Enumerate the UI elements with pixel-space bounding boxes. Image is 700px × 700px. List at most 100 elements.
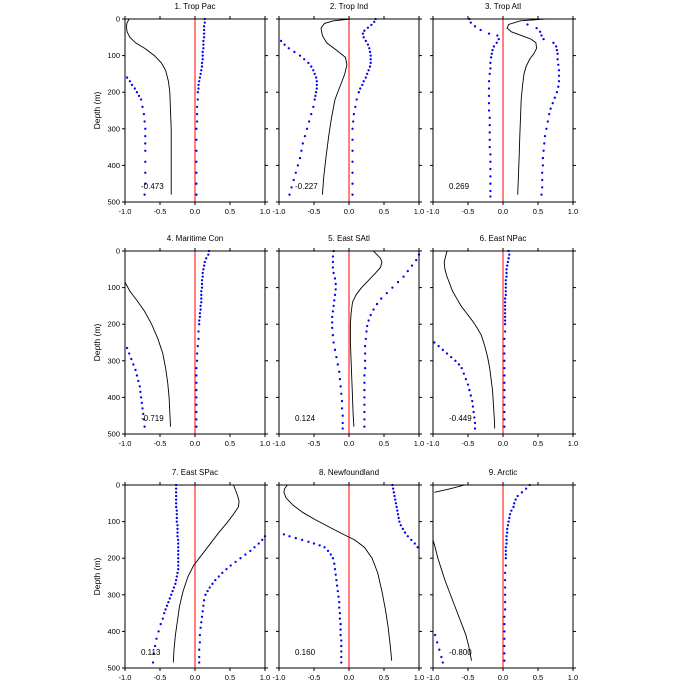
series-2-point [198, 633, 202, 637]
y-tick-label: 0 [116, 15, 120, 24]
series-3-point [142, 412, 145, 416]
series-2-point [199, 304, 202, 308]
series-3-point [335, 584, 339, 587]
series-3-point [340, 639, 343, 642]
series-2-point [363, 29, 366, 32]
x-tick-label: -0.5 [308, 439, 321, 448]
series-2-point [503, 359, 506, 362]
series-2-point [221, 571, 224, 574]
series-2-point [380, 297, 383, 300]
x-tick-label: 1.0 [568, 673, 578, 682]
x-tick-label: -0.5 [308, 673, 321, 682]
series-2-point [201, 271, 204, 275]
series-2-point [202, 599, 206, 602]
series-3-point [503, 571, 507, 574]
series-3-point [144, 160, 147, 163]
y-tick-label: 100 [107, 517, 120, 526]
panel-6: -1.0 -0.5 0.0 0.5 1.0 6. East NPac -0.449 [427, 234, 579, 448]
series-3-point [338, 370, 341, 373]
series-2-point [196, 345, 199, 348]
series-3-point [177, 568, 180, 571]
series-2-point [201, 50, 204, 54]
series-2-point [196, 98, 199, 101]
series-3-point [487, 109, 491, 112]
series-2-point [395, 505, 398, 509]
x-tick-label: -1.0 [427, 207, 440, 216]
series-2-point [366, 72, 369, 76]
series-3-point [300, 149, 303, 152]
series-3-point [333, 299, 336, 302]
series-3-point [314, 76, 318, 79]
x-tick-label: 0.5 [533, 439, 543, 448]
series-3-point [340, 644, 343, 648]
series-2-point [197, 337, 200, 340]
x-tick-label: -1.0 [273, 673, 286, 682]
series-3-point [296, 164, 300, 167]
series-4-point [433, 633, 437, 637]
series-3-point [128, 80, 132, 83]
series-3-point [338, 611, 342, 615]
panel-3: -1.0 -0.5 0.0 0.5 1.0 3. Trop Atl 0.269 [427, 2, 579, 216]
series-2-point [542, 149, 545, 152]
series-2-point [415, 259, 418, 262]
series-2-point [401, 527, 405, 531]
series-3-point [333, 293, 337, 297]
series-3-point [341, 427, 344, 430]
series-3-point [504, 557, 507, 560]
series-2-point [206, 589, 209, 593]
series-2-point [195, 120, 199, 123]
series-3-point [168, 597, 171, 600]
series-2-point [556, 52, 559, 55]
series-2-point [229, 564, 232, 567]
series-3-point [339, 633, 342, 637]
y-axis-label: Depth (m) [92, 323, 102, 361]
x-tick-label: 0.5 [225, 207, 235, 216]
series-3-point [135, 91, 139, 94]
series-3-point [159, 622, 162, 626]
series-2-point [198, 661, 201, 664]
series-2-point [202, 28, 206, 32]
series-2-point [398, 520, 401, 523]
series-3-point [334, 288, 337, 291]
series-3-point [175, 513, 178, 516]
series-2-point [503, 366, 506, 370]
series-2-point [354, 105, 357, 108]
y-tick-label: 400 [107, 161, 120, 170]
series-3-point [524, 487, 528, 490]
series-3-point [125, 346, 129, 350]
x-tick-label: 1.0 [568, 439, 578, 448]
series-3-point [441, 348, 444, 351]
correlation-label: -0.719 [141, 414, 164, 423]
series-3-point [471, 399, 474, 403]
series-2-point [364, 76, 367, 79]
series-3-point [468, 388, 471, 392]
series-3-point [339, 622, 342, 626]
series-3-point [326, 549, 330, 553]
y-tick-label: 400 [107, 627, 120, 636]
series-3-point [333, 348, 337, 351]
series-3-point [144, 149, 147, 152]
series-2-point [410, 538, 413, 542]
series-2-point [211, 582, 214, 585]
series-3-point [505, 538, 508, 542]
series-3-point [140, 401, 143, 405]
series-2-point [503, 312, 507, 315]
series-3-point [177, 542, 180, 545]
series-3-point [339, 385, 342, 388]
series-3-point [307, 540, 310, 543]
series-2-point [535, 27, 538, 30]
series-3-point [331, 334, 335, 337]
series-2-point [503, 315, 507, 319]
x-tick-label: -1.0 [273, 207, 286, 216]
series-3-point [340, 655, 343, 659]
panel-4: -1.0 -0.5 0.0 0.5 1.0 0 100 200 300 400 500 Depth (… [92, 234, 270, 448]
series-2-point [549, 107, 552, 110]
series-3-point [464, 377, 468, 381]
series-2-point [202, 604, 205, 607]
series-3-point [503, 600, 507, 604]
series-4-point [441, 661, 444, 664]
series-3-point [340, 407, 344, 410]
series-line-1 [320, 18, 351, 195]
series-3-point [312, 542, 316, 545]
